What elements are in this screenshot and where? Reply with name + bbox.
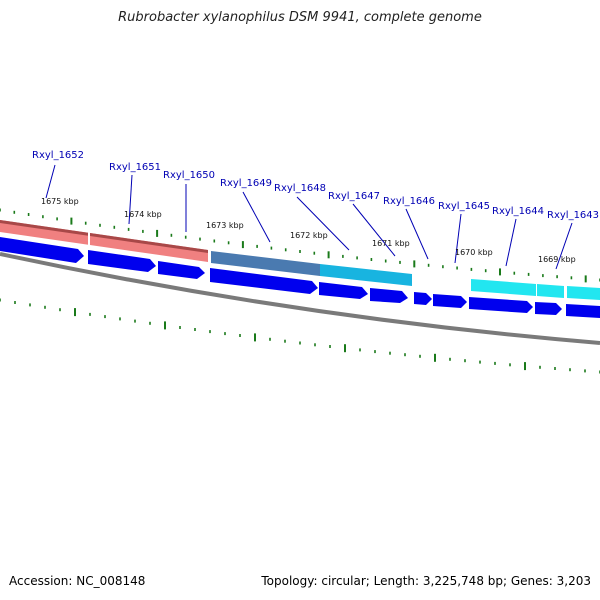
genome-backbone (0, 252, 600, 345)
cds-arrow (535, 302, 562, 315)
accession-label: Accession: NC_008148 (9, 574, 146, 588)
gene-leader-lines (45, 164, 573, 270)
genome-summary: Topology: circular; Length: 3,225,748 bp… (261, 574, 591, 588)
kbp-label: 1673 kbp (206, 221, 244, 230)
cds-arrow (319, 282, 368, 299)
gene-label: Rxyl_1645 (438, 201, 490, 212)
cds-arrow (566, 304, 600, 318)
gene-label: Rxyl_1644 (492, 206, 544, 217)
cds-arrow (433, 294, 467, 308)
feature-bar-cyan-b (537, 284, 564, 298)
outer-tick-marks (0, 298, 600, 374)
gene-label: Rxyl_1649 (220, 178, 272, 189)
kbp-label: 1670 kbp (455, 248, 493, 257)
gene-label: Rxyl_1646 (383, 196, 435, 207)
feature-bar-cyan-a (471, 279, 536, 296)
map-title: Rubrobacter xylanophilus DSM 9941, compl… (118, 10, 482, 25)
kbp-label: 1672 kbp (290, 231, 328, 240)
cds-arrow (370, 288, 408, 303)
kbp-label: 1674 kbp (124, 210, 162, 219)
cds-arrow (414, 292, 432, 305)
gene-label: Rxyl_1643 (547, 210, 599, 221)
cds-arrow (158, 261, 205, 279)
inner-tick-marks (0, 208, 600, 283)
cds-arrow (88, 250, 156, 272)
cds-arrow (469, 297, 533, 313)
gene-label: Rxyl_1647 (328, 191, 380, 202)
kbp-label: 1675 kbp (41, 197, 79, 206)
gene-label: Rxyl_1652 (32, 150, 84, 161)
feature-bar-cyan-dark (320, 264, 412, 286)
feature-bar-steel (211, 251, 320, 276)
cds-arrow (210, 268, 318, 294)
kbp-label: 1671 kbp (372, 239, 410, 248)
cds-arrow (0, 237, 84, 263)
gene-label: Rxyl_1648 (274, 183, 326, 194)
feature-bar-pink-edge (0, 220, 208, 253)
gene-label: Rxyl_1650 (163, 170, 215, 181)
feature-bar-cyan-c (567, 286, 600, 300)
kbp-label: 1669 kbp (538, 255, 576, 264)
gene-label: Rxyl_1651 (109, 162, 161, 173)
